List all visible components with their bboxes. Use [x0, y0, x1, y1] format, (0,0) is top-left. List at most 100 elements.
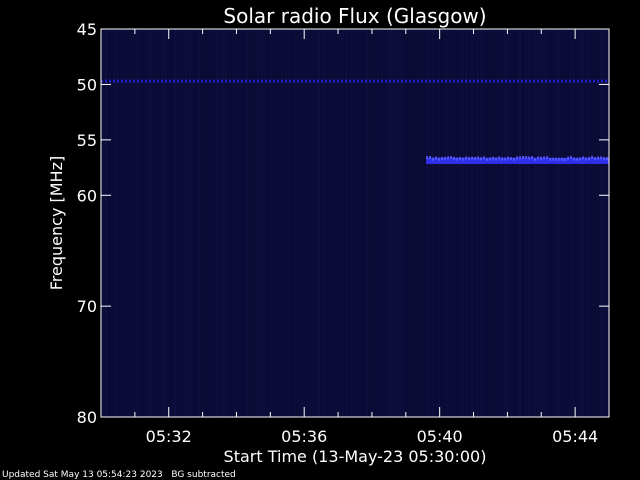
constant-band-dot — [457, 79, 459, 83]
emission-band-detail — [492, 156, 495, 160]
noise-streak — [555, 29, 557, 417]
noise-streak — [198, 29, 200, 417]
constant-band-dot — [253, 79, 255, 83]
constant-band-dot — [461, 79, 463, 83]
constant-band-dot — [113, 79, 115, 83]
noise-streak — [147, 29, 149, 417]
constant-band-dot — [509, 79, 511, 83]
noise-streak — [372, 29, 374, 417]
constant-band-dot — [469, 79, 471, 83]
constant-band-dot — [525, 79, 527, 83]
noise-streak — [318, 29, 320, 417]
noise-streak — [603, 29, 605, 417]
constant-band-dot — [197, 79, 199, 83]
noise-streak — [606, 29, 608, 417]
y-tick-label: 45 — [77, 20, 97, 39]
noise-streak — [411, 29, 413, 417]
constant-band-dot — [593, 79, 595, 83]
noise-streak — [387, 29, 389, 417]
constant-band-dot — [477, 79, 479, 83]
noise-streak — [126, 29, 128, 417]
emission-band-detail — [543, 156, 546, 160]
constant-band-dot — [213, 79, 215, 83]
emission-band-detail — [453, 156, 456, 160]
constant-band-dot — [529, 79, 531, 83]
noise-streak — [156, 29, 158, 417]
noise-streak — [447, 29, 449, 417]
emission-band-detail — [435, 156, 438, 160]
constant-band-dot — [349, 79, 351, 83]
noise-streak — [168, 29, 170, 417]
noise-streak — [363, 29, 365, 417]
x-tick-label: 05:32 — [146, 427, 192, 446]
constant-band-dot — [545, 79, 547, 83]
constant-band-dot — [221, 79, 223, 83]
constant-band-dot — [265, 79, 267, 83]
noise-streak — [267, 29, 269, 417]
emission-band-detail — [558, 157, 561, 161]
constant-band-dot — [109, 79, 111, 83]
x-axis: 05:32 05:36 05:40 05:44 — [134, 29, 598, 446]
emission-band-detail — [597, 156, 600, 160]
noise-streak — [144, 29, 146, 417]
emission-band-detail — [555, 157, 558, 161]
y-axis-label: Frequency [MHz] — [47, 156, 66, 290]
x-tick-label: 05:44 — [552, 427, 598, 446]
noise-streak — [579, 29, 581, 417]
noise-streak — [291, 29, 293, 417]
noise-streak — [585, 29, 587, 417]
constant-band-dot — [161, 79, 163, 83]
noise-streak — [270, 29, 272, 417]
constant-band-dot — [445, 79, 447, 83]
constant-band-dot — [177, 79, 179, 83]
constant-band-dot — [153, 79, 155, 83]
noise-streak — [588, 29, 590, 417]
emission-band-detail — [444, 156, 447, 160]
noise-streak — [402, 29, 404, 417]
emission-band-detail — [462, 157, 465, 161]
chart-title: Solar radio Flux (Glasgow) — [223, 4, 486, 28]
noise-streak — [228, 29, 230, 417]
noise-streak — [204, 29, 206, 417]
emission-band — [426, 157, 609, 164]
emission-band-detail — [468, 156, 471, 160]
noise-streak — [249, 29, 251, 417]
constant-band-dot — [329, 79, 331, 83]
constant-band-dot — [473, 79, 475, 83]
constant-band-dot — [533, 79, 535, 83]
constant-band-dot — [561, 79, 563, 83]
noise-streak — [450, 29, 452, 417]
noise-streak — [261, 29, 263, 417]
constant-band-dot — [433, 79, 435, 83]
noise-streak — [288, 29, 290, 417]
noise-streak — [510, 29, 512, 417]
noise-streak — [342, 29, 344, 417]
noise-streak — [240, 29, 242, 417]
noise-streak — [105, 29, 107, 417]
constant-band-dot — [369, 79, 371, 83]
constant-band-dot — [585, 79, 587, 83]
emission-band-detail — [519, 156, 522, 160]
constant-band-dot — [397, 79, 399, 83]
noise-streak — [309, 29, 311, 417]
noise-streak — [525, 29, 527, 417]
noise-streak — [420, 29, 422, 417]
noise-streak — [477, 29, 479, 417]
noise-streak — [435, 29, 437, 417]
emission-band-detail — [471, 156, 474, 160]
constant-band-dot — [201, 79, 203, 83]
emission-band-detail — [477, 156, 480, 160]
emission-band-detail — [513, 157, 516, 161]
constant-band-dot — [145, 79, 147, 83]
noise-streak — [378, 29, 380, 417]
noise-streak — [594, 29, 596, 417]
constant-band-dot — [553, 79, 555, 83]
noise-streak — [399, 29, 401, 417]
y-tick-label: 60 — [77, 186, 97, 205]
constant-band-dot — [353, 79, 355, 83]
constant-band-dot — [413, 79, 415, 83]
emission-band-detail — [531, 156, 534, 160]
emission-band-detail — [594, 157, 597, 161]
noise-streak — [531, 29, 533, 417]
emission-band-detail — [507, 156, 510, 160]
